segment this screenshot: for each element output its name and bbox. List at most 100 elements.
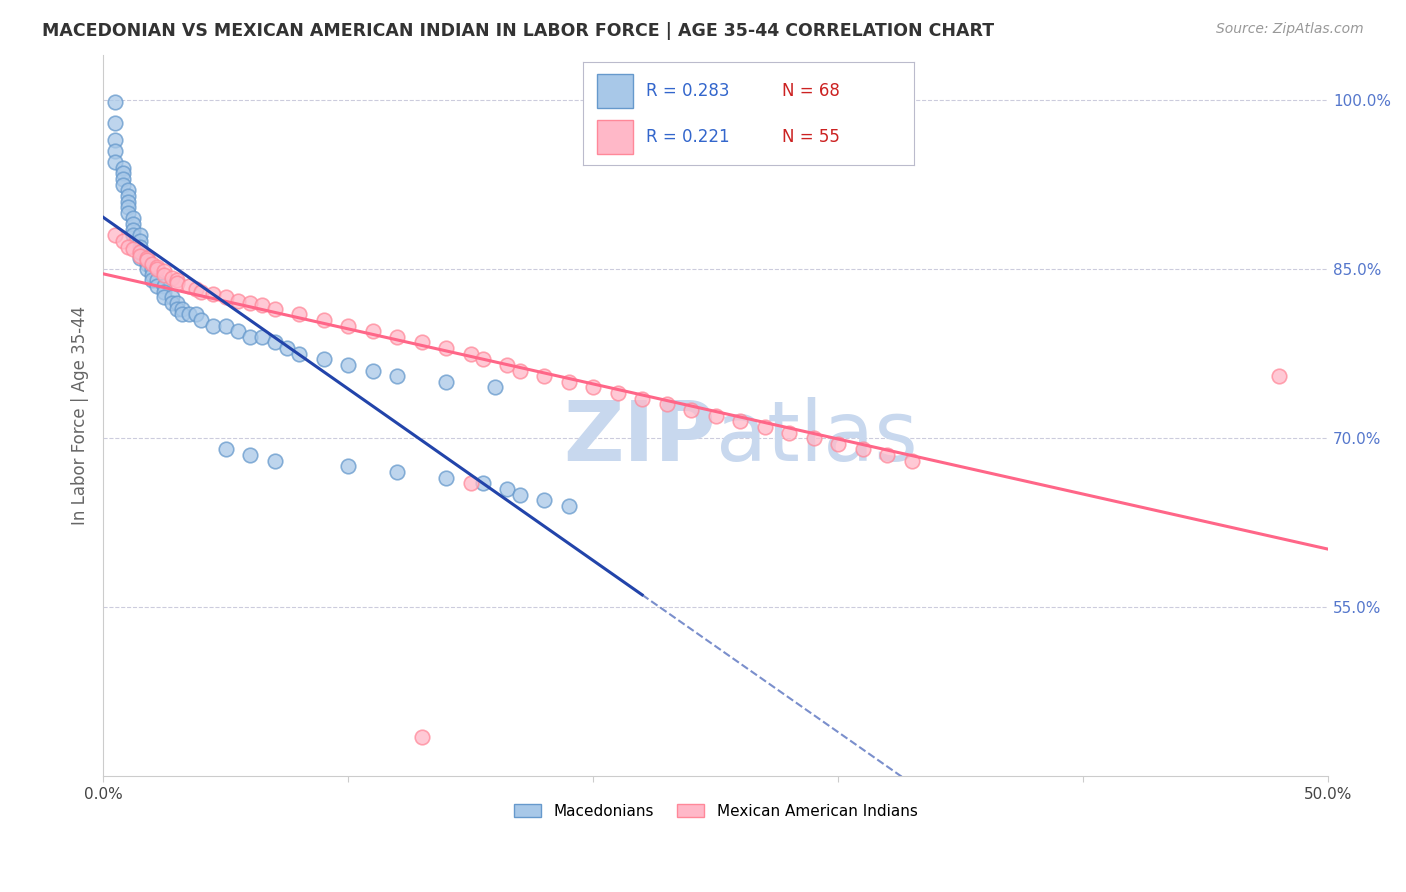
Point: [337, 358, 360, 372]
Point: [252, 330, 274, 344]
Point: [288, 347, 311, 361]
Text: R = 0.221: R = 0.221: [647, 128, 730, 145]
Point: [121, 223, 143, 237]
Point: [128, 234, 150, 248]
Point: [128, 249, 150, 263]
Point: [385, 369, 408, 384]
Point: [104, 116, 127, 130]
Point: [434, 341, 457, 355]
Point: [104, 95, 127, 110]
Point: [153, 279, 176, 293]
Point: [276, 341, 298, 355]
Point: [136, 251, 159, 265]
Point: [361, 363, 384, 377]
Point: [876, 448, 898, 462]
Point: [153, 290, 176, 304]
Point: [411, 335, 433, 350]
Point: [128, 251, 150, 265]
Point: [136, 251, 159, 265]
Point: [160, 271, 183, 285]
Point: [263, 454, 285, 468]
Point: [214, 290, 236, 304]
Point: [186, 307, 208, 321]
Point: [496, 482, 519, 496]
Point: [900, 454, 922, 468]
Point: [117, 240, 139, 254]
Point: [117, 183, 139, 197]
Point: [754, 420, 776, 434]
Point: [160, 296, 183, 310]
FancyBboxPatch shape: [596, 120, 633, 153]
Point: [778, 425, 800, 440]
Point: [190, 313, 212, 327]
Point: [239, 330, 262, 344]
Point: [177, 279, 200, 293]
Point: [202, 318, 225, 333]
Point: [434, 470, 457, 484]
Point: [186, 283, 208, 297]
Point: [128, 240, 150, 254]
Point: [166, 273, 188, 287]
Point: [385, 330, 408, 344]
Point: [226, 324, 249, 338]
Y-axis label: In Labor Force | Age 35-44: In Labor Force | Age 35-44: [72, 306, 89, 525]
Point: [111, 234, 134, 248]
Point: [146, 273, 169, 287]
Point: [460, 476, 482, 491]
Point: [214, 318, 236, 333]
Point: [411, 730, 433, 744]
Point: [471, 352, 494, 367]
Point: [117, 189, 139, 203]
Point: [471, 476, 494, 491]
Point: [121, 228, 143, 243]
Point: [170, 307, 193, 321]
Point: [557, 499, 579, 513]
Point: [136, 256, 159, 270]
Point: [803, 431, 825, 445]
Point: [1268, 369, 1291, 384]
Point: [239, 296, 262, 310]
Point: [170, 301, 193, 316]
Text: N = 55: N = 55: [782, 128, 839, 145]
Point: [104, 133, 127, 147]
Point: [146, 260, 169, 274]
Point: [582, 380, 605, 394]
Point: [136, 262, 159, 277]
Text: MACEDONIAN VS MEXICAN AMERICAN INDIAN IN LABOR FORCE | AGE 35-44 CORRELATION CHA: MACEDONIAN VS MEXICAN AMERICAN INDIAN IN…: [42, 22, 994, 40]
Point: [153, 268, 176, 282]
Point: [202, 287, 225, 301]
Point: [177, 307, 200, 321]
Point: [728, 414, 751, 428]
Point: [128, 228, 150, 243]
Point: [239, 448, 262, 462]
Point: [111, 178, 134, 192]
Point: [190, 285, 212, 299]
Point: [263, 301, 285, 316]
Point: [557, 375, 579, 389]
Point: [288, 307, 311, 321]
Point: [117, 200, 139, 214]
Point: [141, 273, 163, 287]
Point: [146, 279, 169, 293]
Point: [496, 358, 519, 372]
Point: [128, 245, 150, 260]
Point: [117, 194, 139, 209]
Point: [252, 298, 274, 312]
Point: [434, 375, 457, 389]
Point: [104, 144, 127, 158]
Point: [509, 363, 531, 377]
Point: [214, 442, 236, 457]
Text: ZIP: ZIP: [564, 397, 716, 478]
Point: [533, 493, 555, 508]
FancyBboxPatch shape: [596, 74, 633, 108]
Point: [146, 262, 169, 277]
Point: [111, 161, 134, 175]
Point: [852, 442, 875, 457]
Point: [361, 324, 384, 338]
Point: [141, 268, 163, 282]
Point: [136, 253, 159, 268]
Point: [484, 380, 506, 394]
Point: [704, 409, 727, 423]
Point: [509, 487, 531, 501]
Point: [128, 245, 150, 260]
